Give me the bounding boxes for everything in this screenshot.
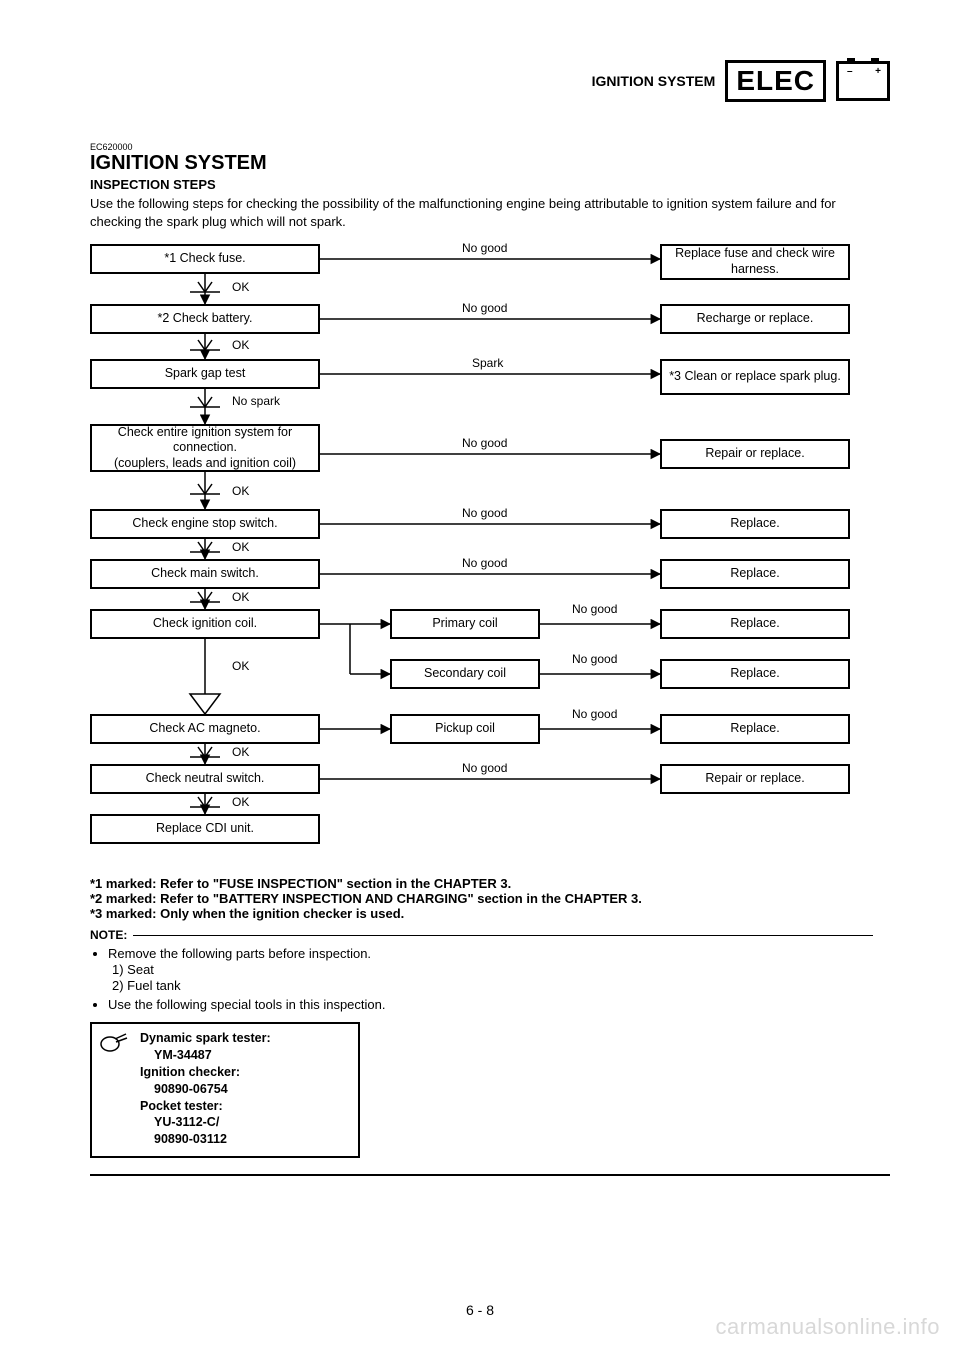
step-engine-stop-switch: Check engine stop switch.	[90, 509, 320, 539]
step-check-connections: Check entire ignition system for connect…	[90, 424, 320, 472]
lbl-nospark: No spark	[230, 394, 282, 408]
act-replace-fuse: Replace fuse and check wire harness.	[660, 244, 850, 280]
battery-icon: – +	[836, 61, 890, 101]
header-tab-elec: ELEC	[725, 60, 826, 102]
note-bullet-1: Remove the following parts before inspec…	[108, 946, 890, 961]
battery-plus: +	[875, 66, 881, 77]
mid-pickup-coil: Pickup coil	[390, 714, 540, 744]
intro-text: Use the following steps for checking the…	[90, 195, 890, 230]
lbl-nogood-4: No good	[460, 436, 509, 450]
act-replace-pickup: Replace.	[660, 714, 850, 744]
lbl-ok-7: OK	[230, 659, 251, 673]
lbl-nogood-7b: No good	[570, 652, 619, 666]
mid-primary-coil: Primary coil	[390, 609, 540, 639]
note-bullet-1a: 1) Seat	[112, 962, 890, 977]
tool-1-val: YM-34487	[154, 1047, 350, 1064]
tool-3-val1: YU-3112-C/	[154, 1114, 350, 1131]
tool-3-val2: 90890-03112	[154, 1131, 350, 1148]
toolbox: Dynamic spark tester: YM-34487 Ignition …	[90, 1022, 360, 1158]
act-replace-main: Replace.	[660, 559, 850, 589]
footnote-2: *2 marked: Refer to "BATTERY INSPECTION …	[90, 891, 890, 906]
lbl-spark: Spark	[470, 356, 505, 370]
act-repair-conn: Repair or replace.	[660, 439, 850, 469]
step-check-battery: *2 Check battery.	[90, 304, 320, 334]
note-bullet-1b: 2) Fuel tank	[112, 978, 890, 993]
lbl-nogood-1: No good	[460, 241, 509, 255]
lbl-ok-1: OK	[230, 280, 251, 294]
step-spark-gap: Spark gap test	[90, 359, 320, 389]
doc-code: EC620000	[90, 142, 890, 152]
lbl-ok-9: OK	[230, 795, 251, 809]
step-main-switch: Check main switch.	[90, 559, 320, 589]
step-neutral-switch: Check neutral switch.	[90, 764, 320, 794]
act-replace-secondary: Replace.	[660, 659, 850, 689]
lbl-nogood-6: No good	[460, 556, 509, 570]
act-recharge: Recharge or replace.	[660, 304, 850, 334]
tool-2-val: 90890-06754	[154, 1081, 350, 1098]
step-check-fuse: *1 Check fuse.	[90, 244, 320, 274]
footnote-3: *3 marked: Only when the ignition checke…	[90, 906, 890, 921]
act-replace-primary: Replace.	[660, 609, 850, 639]
subtitle: INSPECTION STEPS	[90, 177, 890, 192]
page-header: IGNITION SYSTEM ELEC – +	[90, 60, 890, 102]
lbl-ok-5: OK	[230, 540, 251, 554]
act-replace-ess: Replace.	[660, 509, 850, 539]
tool-2-name: Ignition checker:	[140, 1064, 350, 1081]
step-ignition-coil: Check ignition coil.	[90, 609, 320, 639]
mid-secondary-coil: Secondary coil	[390, 659, 540, 689]
note-bullet-2: Use the following special tools in this …	[108, 997, 890, 1012]
step-ac-magneto: Check AC magneto.	[90, 714, 320, 744]
tool-icon	[100, 1032, 128, 1056]
lbl-nogood-2: No good	[460, 301, 509, 315]
lbl-ok-4: OK	[230, 484, 251, 498]
tool-3-name: Pocket tester:	[140, 1098, 350, 1115]
battery-minus: –	[847, 66, 853, 77]
tool-1-name: Dynamic spark tester:	[140, 1030, 350, 1047]
act-clean-plug: *3 Clean or replace spark plug.	[660, 359, 850, 395]
watermark: carmanualsonline.info	[715, 1314, 940, 1340]
note-rule	[133, 935, 873, 936]
bottom-rule	[90, 1174, 890, 1176]
header-section: IGNITION SYSTEM	[592, 73, 716, 89]
note-title: NOTE:	[90, 928, 127, 942]
lbl-ok-8: OK	[230, 745, 251, 759]
lbl-nogood-7a: No good	[570, 602, 619, 616]
lbl-nogood-5: No good	[460, 506, 509, 520]
flowchart: *1 Check fuse. *2 Check battery. Spark g…	[90, 244, 890, 864]
step-replace-cdi: Replace CDI unit.	[90, 814, 320, 844]
lbl-ok-2: OK	[230, 338, 251, 352]
lbl-nogood-8: No good	[570, 707, 619, 721]
page-title: IGNITION SYSTEM	[90, 152, 890, 175]
act-repair-neutral: Repair or replace.	[660, 764, 850, 794]
lbl-nogood-9: No good	[460, 761, 509, 775]
lbl-ok-6: OK	[230, 590, 251, 604]
footnote-1: *1 marked: Refer to "FUSE INSPECTION" se…	[90, 876, 890, 891]
footnotes: *1 marked: Refer to "FUSE INSPECTION" se…	[90, 876, 890, 1012]
